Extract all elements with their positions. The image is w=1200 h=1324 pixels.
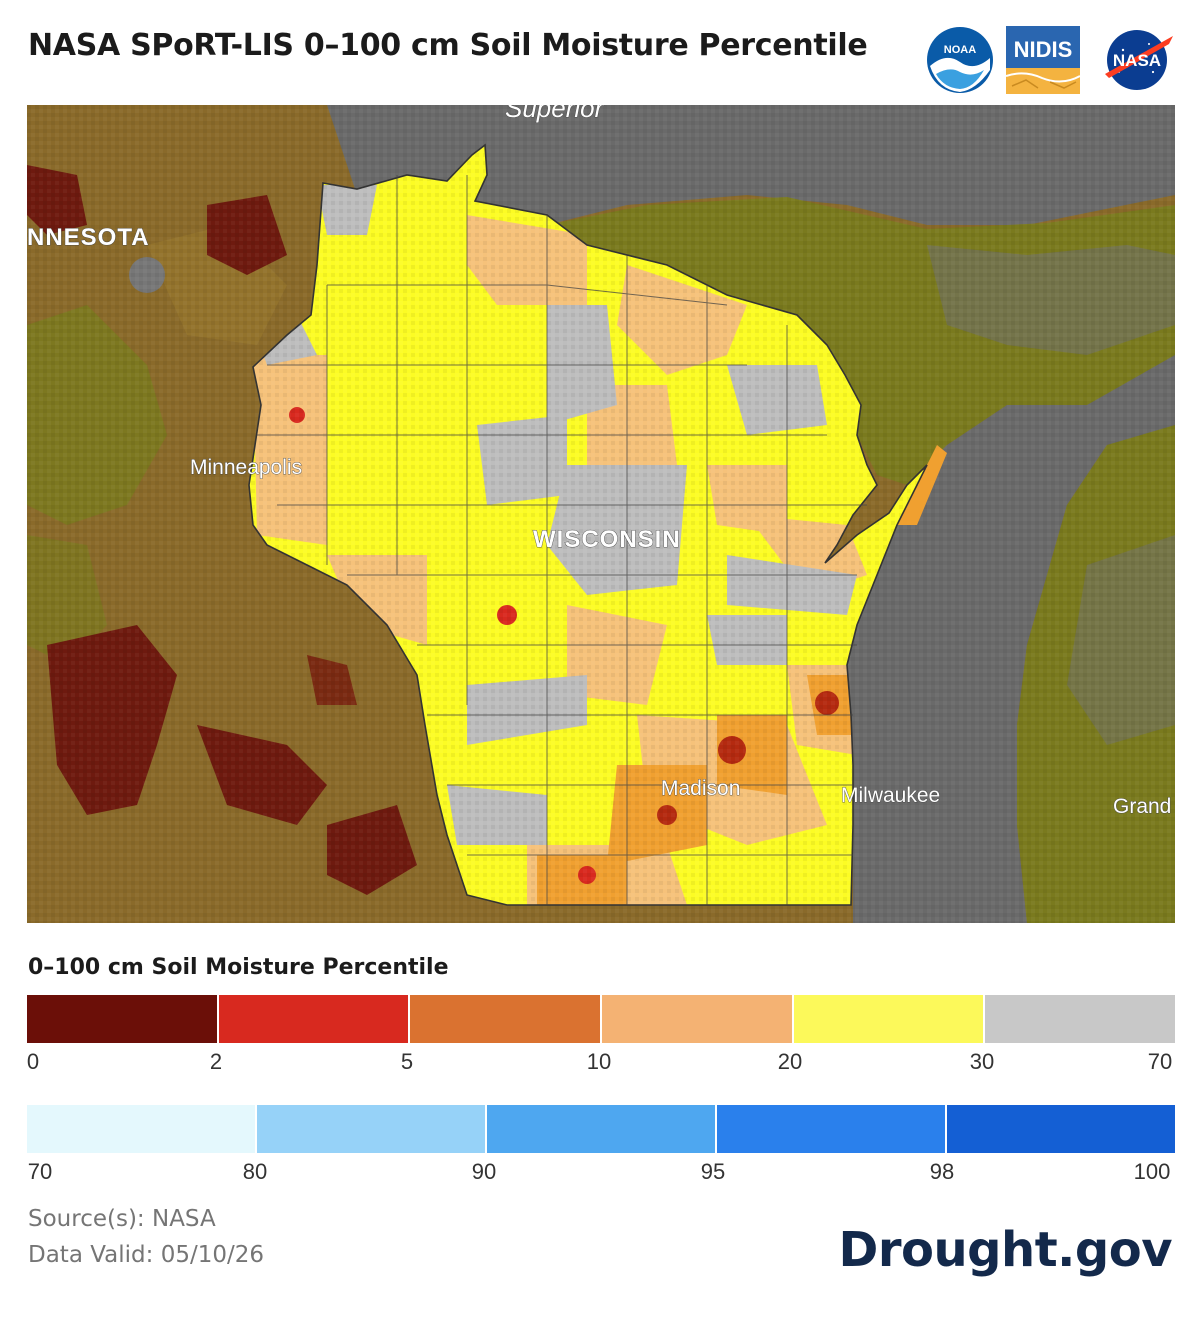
wisconsin-label: WISCONSIN	[533, 526, 681, 553]
madison-label: Madison	[661, 777, 740, 800]
tick-label: 0	[26, 1049, 40, 1074]
source-text: Source(s): NASA	[28, 1206, 216, 1232]
tick-label: 98	[929, 1159, 955, 1184]
wisconsin-border	[248, 143, 928, 906]
lake-superior-label: Superior	[505, 105, 605, 123]
swatch-98-100	[947, 1105, 1175, 1153]
milwaukee-label: Milwaukee	[841, 784, 940, 807]
page-title: NASA SPoRT-LIS 0–100 cm Soil Moisture Pe…	[28, 28, 868, 63]
swatch-20-30	[793, 995, 986, 1043]
tick-label: 100	[1133, 1159, 1171, 1184]
soil-moisture-map[interactable]: Superior NNESOTA WISCONSIN Minneapolis M…	[27, 105, 1175, 923]
minneapolis-label: Minneapolis	[190, 456, 302, 479]
nasa-logo-text: NASA	[1113, 51, 1161, 70]
nasa-logo[interactable]: NASA	[1101, 26, 1175, 92]
minnesota-label: NNESOTA	[27, 224, 150, 251]
swatch-70-80	[27, 1105, 257, 1153]
swatch-0-2	[27, 995, 219, 1043]
tick-label: 30	[969, 1049, 995, 1074]
grand-rapids-label: Grand	[1113, 795, 1171, 818]
tick-label: 2	[209, 1049, 223, 1074]
swatch-30-70	[985, 995, 1176, 1043]
swatch-90-95	[487, 1105, 717, 1153]
tick-label: 80	[242, 1159, 268, 1184]
tick-label: 95	[700, 1159, 726, 1184]
nidis-logo[interactable]: NIDIS	[1006, 26, 1080, 94]
wet-colorbar	[27, 1105, 1175, 1153]
tick-label: 70	[27, 1159, 53, 1184]
swatch-2-5	[218, 995, 411, 1043]
swatch-10-20	[602, 995, 794, 1043]
swatch-95-98	[717, 1105, 947, 1153]
swatch-5-10	[410, 995, 603, 1043]
county-lines	[257, 175, 867, 905]
data-valid-text: Data Valid: 05/10/26	[28, 1242, 265, 1268]
legend-title: 0–100 cm Soil Moisture Percentile	[28, 955, 449, 980]
nidis-logo-text: NIDIS	[1014, 37, 1073, 62]
noaa-logo[interactable]: NOAA	[926, 26, 994, 94]
drought-gov-link[interactable]: Drought.gov	[838, 1222, 1173, 1278]
map-canvas: Superior NNESOTA WISCONSIN Minneapolis M…	[27, 105, 1175, 923]
tick-label: 10	[586, 1049, 612, 1074]
tick-label: 70	[1147, 1049, 1173, 1074]
swatch-80-90	[257, 1105, 487, 1153]
tick-label: 90	[471, 1159, 497, 1184]
tick-label: 20	[777, 1049, 803, 1074]
noaa-logo-text: NOAA	[944, 44, 976, 56]
dry-colorbar	[27, 995, 1176, 1043]
tick-label: 5	[400, 1049, 414, 1074]
door-county	[897, 445, 947, 525]
